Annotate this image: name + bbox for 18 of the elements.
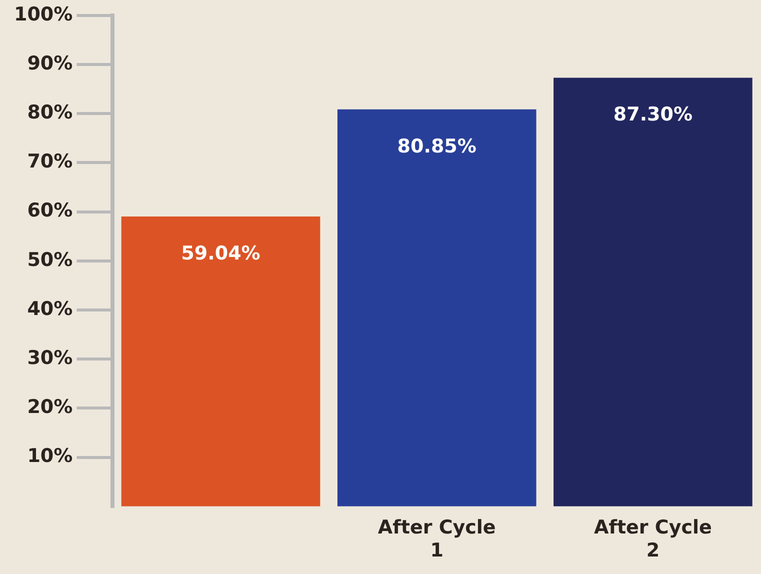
data-label: 80.85%	[397, 135, 476, 158]
data-label: 87.30%	[613, 104, 693, 126]
bar	[337, 109, 536, 506]
y-tick-label: 10%	[27, 445, 73, 468]
x-tick-label: After Cycle 2	[594, 516, 712, 562]
bar	[554, 78, 752, 506]
y-tick-label: 80%	[27, 102, 73, 124]
bar	[121, 216, 320, 506]
y-tick-label: 60%	[27, 200, 73, 222]
data-label: 59.04%	[181, 242, 260, 264]
y-tick-label: 90%	[27, 52, 73, 74]
y-tick-label: 100%	[14, 3, 73, 26]
y-tick-label: 40%	[27, 298, 73, 320]
y-tick-label: 70%	[27, 150, 73, 173]
x-tick-label: After Cycle 1	[378, 516, 496, 562]
y-tick-label: 50%	[27, 248, 73, 271]
y-tick-label: 30%	[27, 347, 73, 370]
y-tick-label: 20%	[27, 396, 73, 418]
